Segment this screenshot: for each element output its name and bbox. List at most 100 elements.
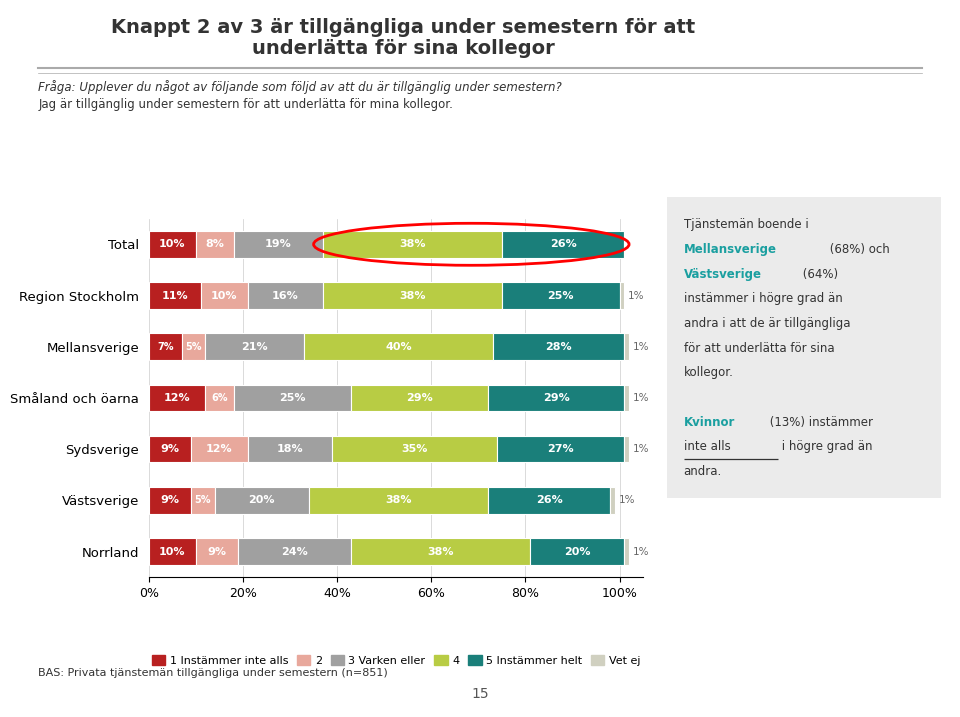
Bar xyxy=(233,384,351,412)
Text: 38%: 38% xyxy=(399,290,425,300)
Text: Knappt 2 av 3 är tillgängliga under semestern för att: Knappt 2 av 3 är tillgängliga under seme… xyxy=(111,18,695,37)
Text: 12%: 12% xyxy=(164,393,190,403)
Bar xyxy=(530,538,624,565)
Text: 25%: 25% xyxy=(547,290,574,300)
Text: 35%: 35% xyxy=(401,444,428,454)
Bar xyxy=(351,384,488,412)
Text: 10%: 10% xyxy=(159,239,185,250)
Bar xyxy=(238,538,351,565)
Text: 1%: 1% xyxy=(633,546,649,556)
Bar xyxy=(149,231,196,257)
Text: 25%: 25% xyxy=(279,393,305,403)
Text: andra i att de är tillgängliga: andra i att de är tillgängliga xyxy=(684,317,851,330)
Text: 38%: 38% xyxy=(427,546,454,556)
Text: 1%: 1% xyxy=(633,393,649,403)
Text: Tjänstemän boende i: Tjänstemän boende i xyxy=(684,218,808,232)
Text: 11%: 11% xyxy=(161,290,188,300)
Text: 16%: 16% xyxy=(272,290,299,300)
Text: 27%: 27% xyxy=(547,444,574,454)
Text: 9%: 9% xyxy=(207,546,227,556)
Bar xyxy=(332,436,497,462)
Bar xyxy=(624,436,629,462)
Bar xyxy=(149,282,201,309)
Bar xyxy=(149,333,181,360)
Bar xyxy=(309,487,488,513)
Text: 12%: 12% xyxy=(206,444,232,454)
Bar xyxy=(149,384,205,412)
Text: (64%): (64%) xyxy=(799,267,838,280)
Bar xyxy=(497,436,624,462)
Text: 1%: 1% xyxy=(633,444,649,454)
Text: 5%: 5% xyxy=(185,342,202,352)
Bar xyxy=(191,436,248,462)
Text: 10%: 10% xyxy=(211,290,237,300)
Bar xyxy=(215,487,309,513)
Bar xyxy=(492,333,624,360)
Text: inte alls: inte alls xyxy=(684,440,731,453)
Text: instämmer i högre grad än: instämmer i högre grad än xyxy=(684,293,842,305)
Text: 10%: 10% xyxy=(159,546,185,556)
Text: 15: 15 xyxy=(471,687,489,701)
Bar xyxy=(149,487,191,513)
Text: (13%) instämmer: (13%) instämmer xyxy=(766,416,873,429)
Bar xyxy=(323,231,502,257)
Text: underlätta för sina kollegor: underlätta för sina kollegor xyxy=(252,39,555,58)
Text: 24%: 24% xyxy=(281,546,308,556)
Text: 6%: 6% xyxy=(211,393,228,403)
Text: 26%: 26% xyxy=(536,495,563,505)
Text: Jag är tillgänglig under semestern för att underlätta för mina kollegor.: Jag är tillgänglig under semestern för a… xyxy=(38,98,453,111)
Text: 7%: 7% xyxy=(157,342,174,352)
Text: BAS: Privata tjänstemän tillgängliga under semestern (n=851): BAS: Privata tjänstemän tillgängliga und… xyxy=(38,668,388,678)
Text: 1%: 1% xyxy=(633,342,649,352)
Text: Kvinnor: Kvinnor xyxy=(684,416,735,429)
Text: 1%: 1% xyxy=(628,290,644,300)
Legend: 1 Instämmer inte alls, 2, 3 Varken eller, 4, 5 Instämmer helt, Vet ej: 1 Instämmer inte alls, 2, 3 Varken eller… xyxy=(147,651,645,670)
Bar xyxy=(205,333,304,360)
Text: Västsverige: Västsverige xyxy=(684,267,761,280)
Bar xyxy=(149,538,196,565)
Bar xyxy=(624,384,629,412)
Text: 1%: 1% xyxy=(618,495,636,505)
Text: i högre grad än: i högre grad än xyxy=(778,440,873,453)
Bar xyxy=(196,231,233,257)
Text: 38%: 38% xyxy=(399,239,425,250)
Text: andra.: andra. xyxy=(684,465,722,478)
Text: 18%: 18% xyxy=(276,444,303,454)
Text: för att underlätta för sina: för att underlätta för sina xyxy=(684,342,834,355)
Bar xyxy=(323,282,502,309)
Text: 8%: 8% xyxy=(205,239,224,250)
Text: 5%: 5% xyxy=(195,495,211,505)
Bar xyxy=(248,436,332,462)
Bar xyxy=(488,384,624,412)
Text: 21%: 21% xyxy=(241,342,268,352)
Bar xyxy=(488,487,611,513)
Bar xyxy=(248,282,323,309)
Bar xyxy=(619,282,624,309)
Text: 9%: 9% xyxy=(160,444,180,454)
Bar xyxy=(205,384,233,412)
Text: 28%: 28% xyxy=(545,342,572,352)
Bar xyxy=(191,487,215,513)
Bar xyxy=(624,538,629,565)
Text: 26%: 26% xyxy=(550,239,577,250)
Text: 29%: 29% xyxy=(406,393,433,403)
Text: 20%: 20% xyxy=(564,546,590,556)
Text: 38%: 38% xyxy=(385,495,412,505)
Text: 19%: 19% xyxy=(265,239,292,250)
Bar xyxy=(181,333,205,360)
FancyBboxPatch shape xyxy=(661,191,947,504)
Text: 29%: 29% xyxy=(542,393,569,403)
Bar xyxy=(502,231,624,257)
Text: kollegor.: kollegor. xyxy=(684,366,733,379)
Bar xyxy=(351,538,530,565)
Text: Fråga: Upplever du något av följande som följd av att du är tillgänglig under se: Fråga: Upplever du något av följande som… xyxy=(38,80,563,94)
Bar xyxy=(201,282,248,309)
Bar xyxy=(233,231,323,257)
Text: Mellansverige: Mellansverige xyxy=(684,243,777,256)
Text: 20%: 20% xyxy=(249,495,276,505)
Text: 9%: 9% xyxy=(160,495,180,505)
Bar xyxy=(624,333,629,360)
Bar xyxy=(149,436,191,462)
Text: 40%: 40% xyxy=(385,342,412,352)
Bar xyxy=(502,282,619,309)
